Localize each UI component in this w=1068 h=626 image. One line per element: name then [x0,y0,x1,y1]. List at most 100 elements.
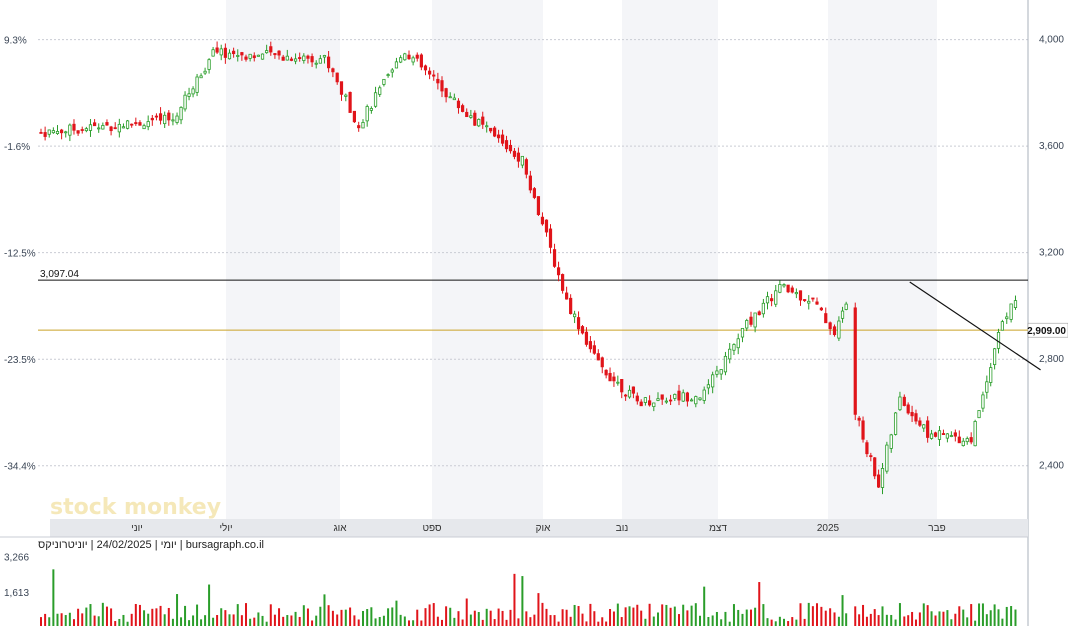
candle-body [179,106,183,121]
volume-bar [68,612,71,626]
candle-body [914,413,918,422]
candle-body [331,68,335,73]
candle-body [326,56,331,69]
candle-body [399,57,403,63]
volume-bar [224,610,227,626]
volume-bar [881,606,884,626]
volume-bar [745,609,748,626]
candle-body [150,117,154,121]
volume-bar [366,609,369,626]
volume-bar [298,616,301,626]
volume-bar [545,608,548,626]
volume-bar [938,611,941,626]
volume-bar [914,619,917,626]
candle-body [390,69,394,73]
candle-body [207,59,211,70]
volume-bar [699,615,701,626]
candle-body [893,412,898,435]
candles [39,41,1018,495]
volume-bar [632,607,635,626]
volume-bar [541,602,544,626]
x-axis: יוני יולי אוג ספט אוק נוב דצמ 2025 פבר [50,519,1028,537]
candle-body [448,96,452,99]
volume-bar [449,607,452,626]
volume-bar [930,611,933,626]
candle-body [937,430,942,440]
volume-bar [481,619,484,626]
volume-bar [228,614,231,626]
candle-body [60,129,64,134]
candle-body [548,228,553,248]
candle-body [648,400,652,406]
candle-body [861,420,865,440]
candle-body [898,396,902,411]
volume-bar [249,618,252,626]
x-tick-label: יולי [219,522,232,534]
candle-body [953,432,957,437]
volume-bar [865,616,868,626]
volume-bar [829,608,832,626]
candle-body [465,111,469,118]
candle-body [322,55,327,58]
volume-bar [877,615,880,626]
volume-bar [240,615,243,626]
volume-bar [64,615,67,626]
volume-bar [573,604,576,626]
volume-bar [420,620,423,626]
month-band [828,0,937,519]
volume-bar [192,615,195,626]
x-tick-label: נוב [616,523,629,534]
volume-bar [204,615,207,626]
candle-body [256,54,260,57]
candle-body [80,129,84,131]
volume-bar [353,615,356,626]
volume-bar [278,608,281,626]
volume-bar [605,621,608,626]
volume-bar [171,618,174,626]
volume-bar [200,619,203,626]
volume-bar [715,611,718,626]
candle-body [524,159,528,175]
candle-body [580,326,585,334]
volume-bar [1005,606,1008,626]
volume-bar [537,593,540,626]
volume-bar [236,604,239,626]
candle-body [227,52,232,60]
volume-bar [737,609,740,626]
volume-bar [416,609,419,626]
candle-body [76,130,80,134]
candle-body [481,116,485,125]
volume-bar [978,603,981,626]
volume-bar [323,594,326,626]
volume-bar [783,618,785,626]
volume-bar [436,616,439,626]
candle-body [635,395,639,402]
volume-bar [799,603,802,626]
candle-body [698,397,702,401]
candle-body [191,88,195,95]
candle-body [685,392,690,402]
volume-bar [661,604,664,626]
trendline [909,281,1041,371]
candle-body [121,126,126,129]
candle-body [496,134,501,139]
candle-body [790,287,794,293]
volume-bar [750,609,752,626]
volume-bar [216,615,219,626]
volume-bar [989,610,992,626]
volume-bar [340,609,343,626]
volume-bar [862,604,865,626]
volume-bar [44,613,47,626]
candle-body [240,52,244,56]
candle-body [612,376,616,382]
resistance-label: 3,097.04 [40,269,79,280]
y-tick-label-left: -34.4% [4,462,36,473]
volume-bar [220,608,223,626]
volume-bar [176,594,179,626]
volume-bar [445,606,448,626]
y-tick-label-right: 4,000 [1039,35,1064,46]
volume-bar [946,610,949,626]
volume-bar [126,621,129,626]
volume-bar [657,612,659,626]
candle-body [540,216,545,225]
